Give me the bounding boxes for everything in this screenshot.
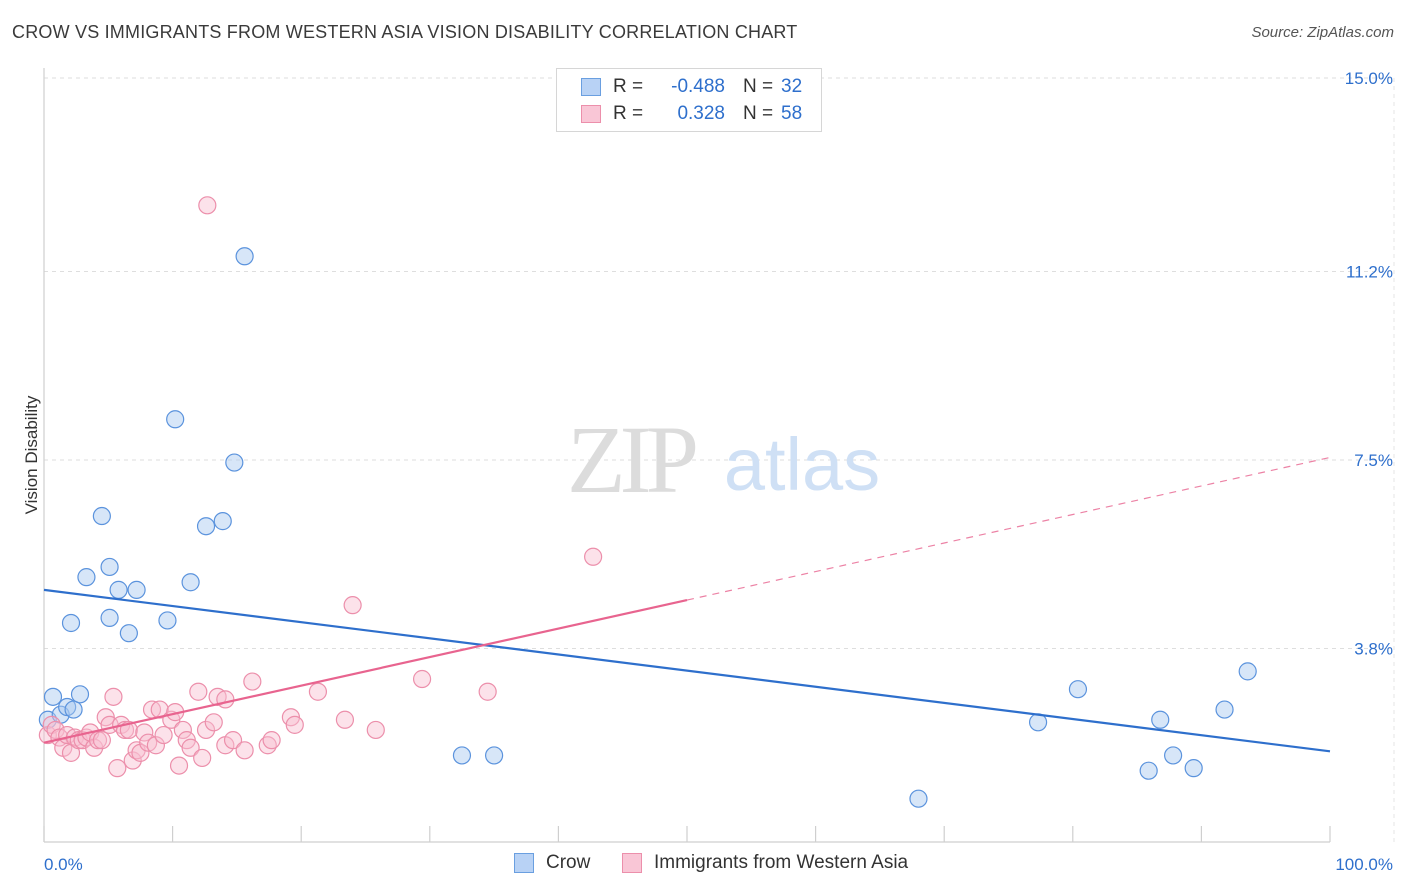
crow-point xyxy=(100,608,119,627)
crow-point xyxy=(92,506,111,526)
bottom-legend-swatch-crow xyxy=(514,853,534,873)
source-label: Source: ZipAtlas.com xyxy=(1251,24,1394,41)
x-tick-label-max: 100.0% xyxy=(1335,855,1393,874)
legend-row-immigrants: R = 0.328 N = 58 xyxy=(581,102,802,126)
tick-labels: 3.8% 7.5% 11.2% 15.0% 0.0% 100.0% xyxy=(44,69,1393,874)
crow-point xyxy=(1139,761,1158,780)
y-tick-label: 11.2% xyxy=(1346,263,1393,282)
crow-point xyxy=(77,568,96,587)
immigrants-point xyxy=(366,720,385,740)
crow-point xyxy=(1184,759,1203,778)
immigrants-point xyxy=(123,751,142,770)
legend-swatch-crow xyxy=(581,78,601,96)
crow-point xyxy=(452,746,472,765)
crow-point xyxy=(1068,680,1088,699)
crow-point xyxy=(1238,662,1257,681)
immigrants-point xyxy=(108,759,127,778)
legend-n-value: 58 xyxy=(781,103,803,124)
crow-point xyxy=(485,746,504,765)
legend-n-value: 32 xyxy=(781,76,803,97)
axes xyxy=(43,68,1331,843)
crow-point xyxy=(181,573,200,592)
crow-point xyxy=(235,247,254,266)
immigrants-point xyxy=(173,720,192,740)
x-tick-label-min: 0.0% xyxy=(44,855,83,874)
immigrants-point xyxy=(131,743,150,762)
crow-point xyxy=(225,453,244,472)
immigrants-point xyxy=(285,715,304,734)
legend-r-label: R = xyxy=(613,76,644,97)
legend-n-label: N = xyxy=(743,103,774,124)
immigrants-point xyxy=(343,596,362,615)
immigrants-point xyxy=(169,756,189,775)
correlation-legend: R = -0.488 N = 32 R = 0.328 N = 58 xyxy=(556,68,822,132)
immigrants-point xyxy=(146,736,165,755)
immigrants-point xyxy=(181,738,200,757)
crow-point xyxy=(43,687,63,706)
immigrants-point xyxy=(204,713,223,732)
crow-point xyxy=(196,517,216,536)
bottom-legend-label-crow: Crow xyxy=(546,852,591,873)
crow-point xyxy=(70,685,90,704)
immigrants-point xyxy=(193,748,212,768)
legend-r-value: 0.328 xyxy=(677,103,725,124)
immigrants-trend-line-extension xyxy=(686,456,1331,601)
legend-n-label: N = xyxy=(743,76,774,97)
legend-row-crow: R = -0.488 N = 32 xyxy=(581,75,802,99)
crow-point xyxy=(127,580,146,599)
y-tick-label: 15.0% xyxy=(1345,69,1393,88)
immigrants-point xyxy=(196,720,216,740)
immigrants-point xyxy=(92,731,111,750)
crow-trend-line xyxy=(43,588,1331,753)
immigrants-point xyxy=(216,690,235,709)
immigrants-point xyxy=(235,741,254,760)
y-axis-label: Vision Disability xyxy=(22,395,41,515)
immigrants-point xyxy=(198,196,217,215)
legend-r-value: -0.488 xyxy=(671,76,725,97)
crow-point xyxy=(158,611,177,630)
crow-point xyxy=(64,700,83,719)
y-tick-label: 3.8% xyxy=(1354,639,1393,658)
bottom-legend-swatch-immigrants xyxy=(622,853,642,873)
legend-swatch-immigrants xyxy=(581,105,601,123)
crow-point xyxy=(61,613,81,633)
crow-point xyxy=(1215,700,1234,719)
immigrants-point xyxy=(262,731,281,750)
immigrants-point xyxy=(584,547,603,566)
immigrants-point xyxy=(335,710,355,729)
crow-point xyxy=(109,580,128,599)
crow-point xyxy=(119,624,138,643)
gridlines xyxy=(44,77,1395,842)
bottom-legend-label-immigrants: Immigrants from Western Asia xyxy=(654,852,909,873)
crow-point xyxy=(1151,710,1170,729)
immigrants-point xyxy=(154,725,173,745)
immigrants-point xyxy=(223,731,243,750)
y-tick-label: 7.5% xyxy=(1354,451,1393,470)
crow-point xyxy=(909,789,928,808)
watermark-zip: ZIP xyxy=(567,406,696,513)
crow-point xyxy=(1164,746,1183,765)
immigrants-point xyxy=(412,669,432,689)
crow-point xyxy=(100,557,119,577)
chart-title: CROW VS IMMIGRANTS FROM WESTERN ASIA VIS… xyxy=(12,22,798,42)
immigrants-point xyxy=(189,682,208,701)
trend-lines xyxy=(43,456,1331,753)
watermark-atlas: atlas xyxy=(724,423,880,506)
immigrants-point xyxy=(478,682,497,701)
immigrants-point xyxy=(308,682,328,701)
immigrants-point xyxy=(243,672,262,691)
crow-point xyxy=(213,512,232,531)
bottom-legend-crow: Crow xyxy=(514,852,590,874)
legend-r-label: R = xyxy=(613,103,644,124)
immigrants-trend-line xyxy=(43,598,688,744)
crow-point xyxy=(166,410,185,429)
bottom-legend-immigrants: Immigrants from Western Asia xyxy=(622,852,908,874)
immigrants-point xyxy=(104,687,123,706)
immigrants-point xyxy=(135,723,154,742)
